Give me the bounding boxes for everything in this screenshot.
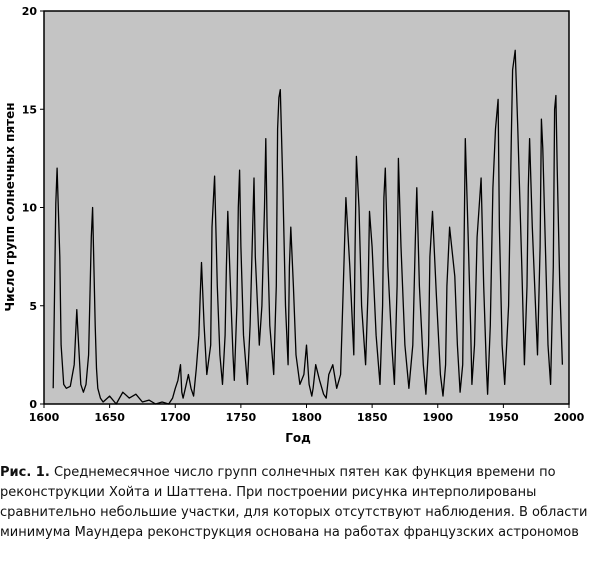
x-tick-label: 1900 bbox=[422, 411, 453, 424]
figure-caption: Рис. 1. Среднемесячное число групп солне… bbox=[0, 463, 588, 543]
x-tick-label: 1800 bbox=[291, 411, 322, 424]
figure-caption-prefix: Рис. 1. bbox=[0, 465, 50, 480]
y-tick-label: 20 bbox=[22, 5, 38, 18]
x-axis: 1600 1650 1700 1750 1800 1850 1900 1950 2000 bbox=[29, 404, 585, 424]
x-tick-label: 1850 bbox=[357, 411, 388, 424]
x-tick-label: 1750 bbox=[226, 411, 257, 424]
x-tick-label: 1600 bbox=[29, 411, 60, 424]
sunspot-chart: 1600 1650 1700 1750 1800 1850 1900 1950 2000 0 5 1… bbox=[3, 5, 585, 445]
sunspot-series-line bbox=[52, 49, 564, 405]
y-tick-label: 5 bbox=[29, 300, 37, 313]
x-tick-label: 1650 bbox=[94, 411, 125, 424]
figure-caption-text: Среднемесячное число групп солнечных пят… bbox=[0, 465, 588, 540]
y-axis-label: Число групп солнечных пятен bbox=[3, 102, 17, 311]
x-tick-label: 1700 bbox=[160, 411, 191, 424]
y-tick-label: 10 bbox=[22, 202, 38, 215]
x-tick-label: 2000 bbox=[554, 411, 585, 424]
y-tick-label: 0 bbox=[29, 398, 37, 411]
x-tick-label: 1950 bbox=[488, 411, 519, 424]
y-tick-label: 15 bbox=[22, 103, 37, 116]
x-axis-label: Год bbox=[285, 431, 311, 445]
y-axis: 0 5 10 15 20 bbox=[22, 5, 44, 411]
